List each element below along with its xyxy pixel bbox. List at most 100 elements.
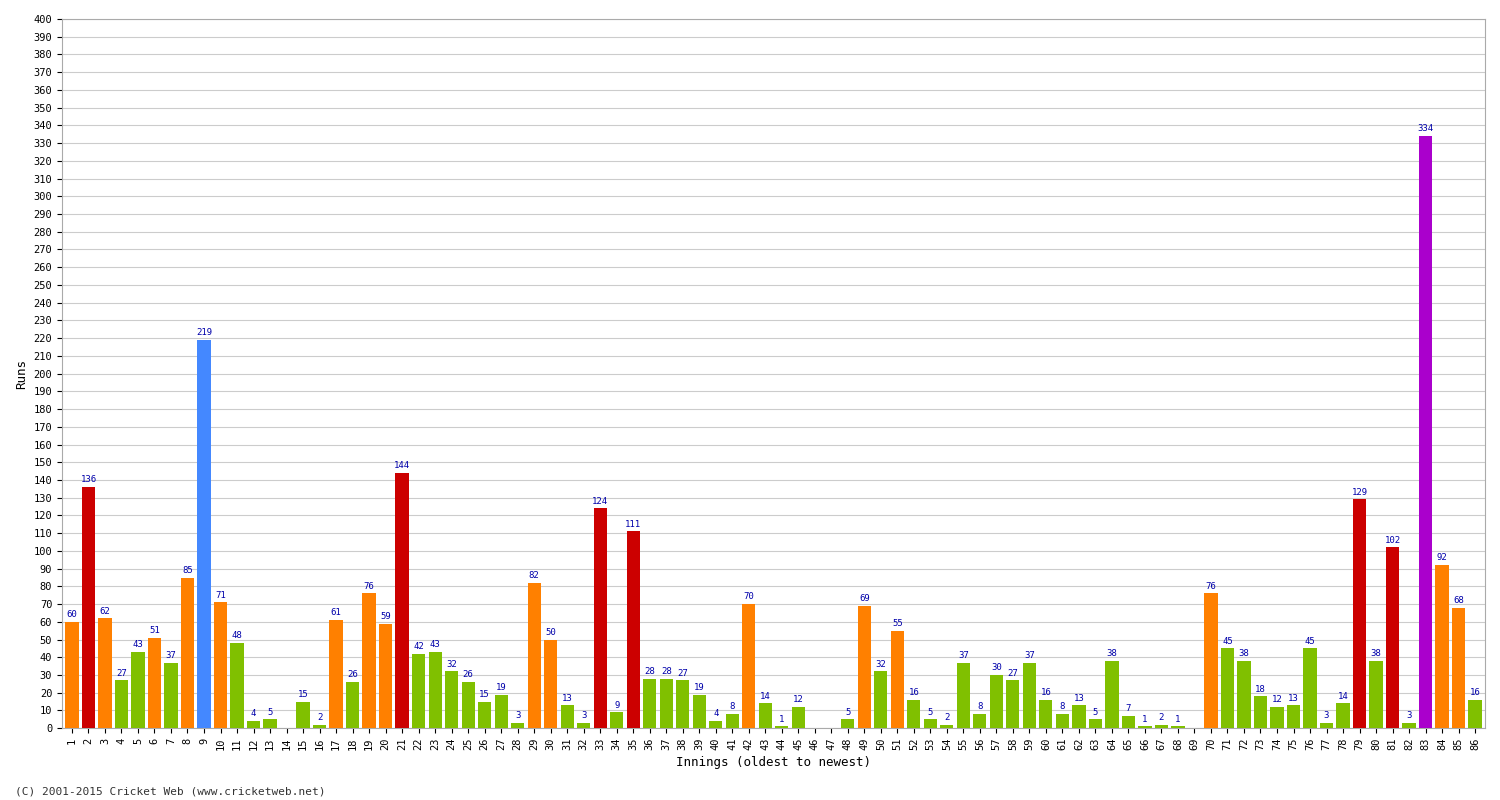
Text: 37: 37 <box>1024 651 1035 660</box>
Text: 3: 3 <box>1407 711 1412 720</box>
Text: 62: 62 <box>99 606 111 616</box>
Bar <box>1370 661 1383 728</box>
Text: 43: 43 <box>429 640 441 650</box>
Text: 1: 1 <box>1176 714 1180 724</box>
Bar <box>214 602 226 728</box>
Bar <box>1007 680 1020 728</box>
Bar <box>231 643 243 728</box>
Text: 102: 102 <box>1384 536 1401 545</box>
Text: 48: 48 <box>231 631 243 641</box>
Bar <box>710 721 723 728</box>
Bar <box>1320 723 1334 728</box>
Bar <box>693 694 706 728</box>
Bar <box>610 712 624 728</box>
Text: 38: 38 <box>1239 649 1250 658</box>
Bar <box>742 604 756 728</box>
Text: 4: 4 <box>251 710 257 718</box>
Text: 32: 32 <box>446 660 458 669</box>
Text: 38: 38 <box>1107 649 1118 658</box>
Text: 4: 4 <box>712 710 718 718</box>
Bar <box>1452 608 1466 728</box>
Bar <box>1072 705 1086 728</box>
Text: 2: 2 <box>1160 713 1164 722</box>
Bar <box>842 719 855 728</box>
Bar <box>1106 661 1119 728</box>
Bar <box>82 487 94 728</box>
Text: 28: 28 <box>645 667 656 676</box>
Text: 5: 5 <box>844 708 850 717</box>
Text: 70: 70 <box>744 593 754 602</box>
Text: 26: 26 <box>346 670 358 679</box>
Bar <box>990 675 1004 728</box>
Y-axis label: Runs: Runs <box>15 358 28 389</box>
Bar <box>874 671 888 728</box>
Text: (C) 2001-2015 Cricket Web (www.cricketweb.net): (C) 2001-2015 Cricket Web (www.cricketwe… <box>15 786 326 796</box>
Text: 1: 1 <box>778 714 784 724</box>
Bar <box>1402 723 1416 728</box>
Bar <box>330 620 342 728</box>
Text: 2: 2 <box>316 713 322 722</box>
Text: 19: 19 <box>496 683 507 692</box>
Text: 2: 2 <box>944 713 950 722</box>
Text: 124: 124 <box>592 497 608 506</box>
Text: 51: 51 <box>148 626 160 635</box>
Bar <box>297 702 309 728</box>
Text: 8: 8 <box>1059 702 1065 711</box>
Text: 334: 334 <box>1418 124 1434 134</box>
Bar <box>1254 696 1268 728</box>
Bar <box>248 721 259 728</box>
Bar <box>380 624 392 728</box>
Bar <box>1436 565 1449 728</box>
Bar <box>346 682 358 728</box>
Text: 68: 68 <box>1454 596 1464 605</box>
Text: 5: 5 <box>267 708 273 717</box>
Text: 3: 3 <box>514 711 520 720</box>
Text: 50: 50 <box>546 628 556 637</box>
Bar <box>495 694 507 728</box>
Text: 129: 129 <box>1352 488 1368 497</box>
Text: 45: 45 <box>1222 637 1233 646</box>
Text: 15: 15 <box>480 690 490 699</box>
Bar <box>1056 714 1070 728</box>
Text: 60: 60 <box>66 610 78 619</box>
Text: 69: 69 <box>859 594 870 603</box>
Bar <box>660 678 674 728</box>
Text: 14: 14 <box>1338 692 1348 701</box>
Bar <box>1155 725 1168 728</box>
Text: 71: 71 <box>214 590 226 600</box>
Text: 13: 13 <box>1074 694 1084 702</box>
Bar <box>578 723 591 728</box>
Text: 136: 136 <box>81 475 96 485</box>
Text: 15: 15 <box>297 690 309 699</box>
Bar <box>363 594 375 728</box>
Text: 45: 45 <box>1305 637 1316 646</box>
Text: 30: 30 <box>992 663 1002 672</box>
Text: 12: 12 <box>1272 695 1282 704</box>
Bar <box>891 630 904 728</box>
Bar <box>627 531 640 728</box>
Bar <box>429 652 441 728</box>
Bar <box>940 725 954 728</box>
Text: 38: 38 <box>1371 649 1382 658</box>
Bar <box>858 606 871 728</box>
Bar <box>759 703 772 728</box>
Text: 7: 7 <box>1125 704 1131 713</box>
Text: 5: 5 <box>927 708 933 717</box>
Bar <box>792 707 806 728</box>
Bar <box>165 662 177 728</box>
Bar <box>1138 726 1152 728</box>
Text: 28: 28 <box>662 667 672 676</box>
Bar <box>1336 703 1350 728</box>
Bar <box>908 700 921 728</box>
Bar <box>776 726 789 728</box>
Bar <box>594 508 608 728</box>
Text: 13: 13 <box>1288 694 1299 702</box>
Text: 27: 27 <box>116 669 128 678</box>
Text: 144: 144 <box>394 462 410 470</box>
Text: 5: 5 <box>1092 708 1098 717</box>
Bar <box>1204 594 1218 728</box>
Text: 59: 59 <box>380 612 392 621</box>
Text: 16: 16 <box>1470 688 1480 697</box>
Bar <box>726 714 740 728</box>
Text: 219: 219 <box>196 328 211 338</box>
